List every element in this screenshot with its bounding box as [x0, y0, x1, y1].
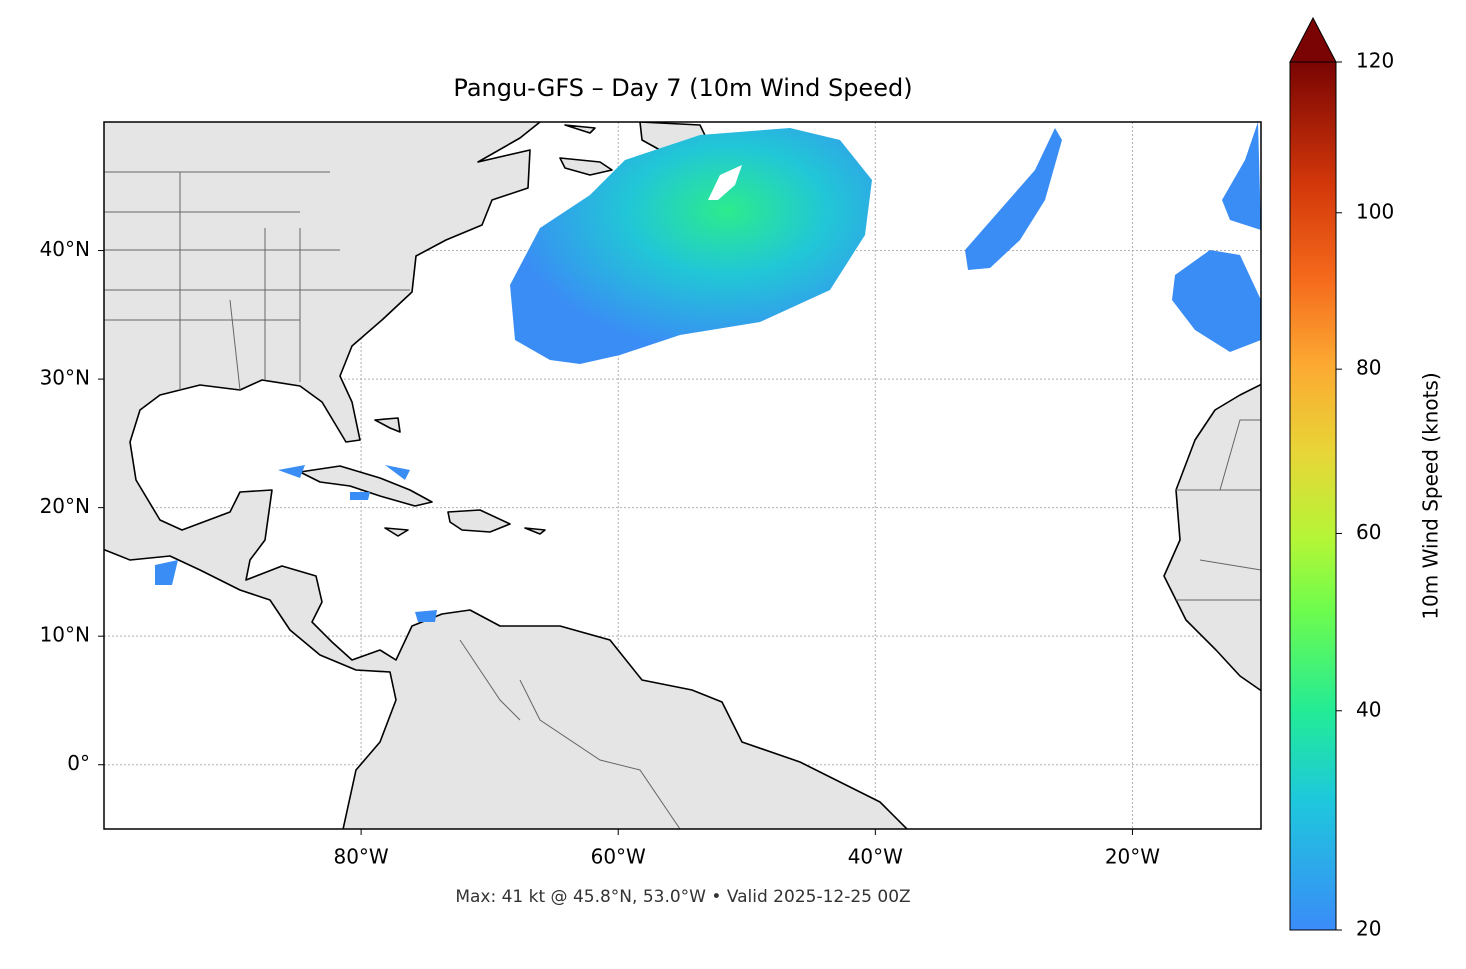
y-tick-label: 30°N: [40, 366, 90, 390]
wind-patch: [155, 122, 1261, 622]
map-title: Pangu-GFS – Day 7 (10m Wind Speed): [453, 74, 912, 102]
colorbar-label: 10m Wind Speed (knots): [1419, 372, 1443, 619]
y-tick-label: 40°N: [40, 237, 90, 261]
y-tick-label: 0°: [67, 751, 90, 775]
colorbar-tick-label: 120: [1356, 49, 1394, 73]
storm-eye: [708, 165, 742, 200]
colorbar-tick-label: 40: [1356, 697, 1381, 721]
americas: [104, 122, 909, 829]
storm-wind: [510, 128, 872, 364]
cuba: [299, 465, 433, 507]
colorbar-extend: [1289, 16, 1337, 63]
x-tick-label: 80°W: [333, 845, 388, 869]
colorbar-tick-label: 20: [1356, 917, 1381, 941]
maritimes: [559, 122, 713, 176]
map-frame: [103, 121, 1262, 830]
x-tick-label: 20°W: [1105, 845, 1160, 869]
colorbar-tick-label: 80: [1356, 356, 1381, 380]
footer-note: Max: 41 kt @ 45.8°N, 53.0°W • Valid 2025…: [455, 887, 910, 907]
bahamas: [374, 417, 401, 433]
x-tick-label: 60°W: [591, 845, 646, 869]
map-area: [104, 122, 1261, 829]
colorbar: [1289, 61, 1337, 931]
borders: [104, 171, 1261, 829]
x-tick-label: 40°W: [848, 845, 903, 869]
y-tick-label: 20°N: [40, 494, 90, 518]
colorbar-tick-label: 100: [1356, 199, 1394, 223]
hispaniola: [384, 509, 546, 537]
axes: 80°W 60°W 40°W 20°W 0° 10°N 20°N 30°N 40°N 20 40 60…: [40, 49, 1395, 941]
colorbar-tick-label: 60: [1356, 520, 1381, 544]
africa: [1163, 383, 1261, 692]
y-tick-label: 10°N: [40, 623, 90, 647]
